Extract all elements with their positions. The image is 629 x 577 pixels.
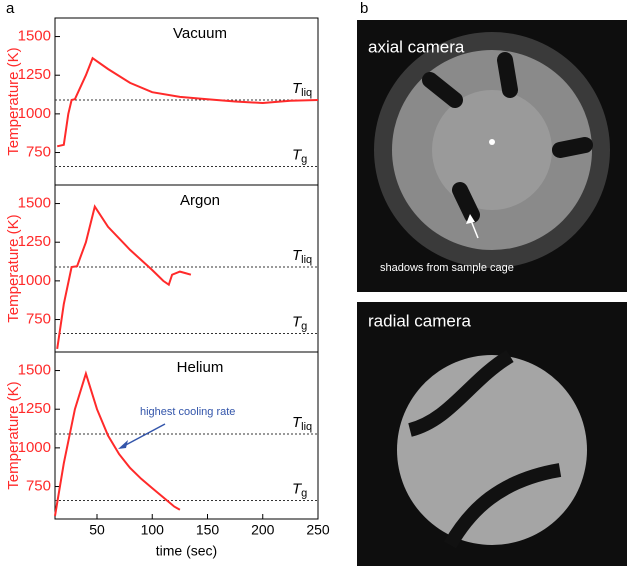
chart-title: Argon bbox=[180, 192, 220, 209]
reference-subscript: liq bbox=[301, 87, 312, 99]
reference-symbol: T bbox=[292, 414, 303, 431]
reference-symbol: T bbox=[292, 480, 303, 497]
line bbox=[56, 56, 319, 148]
y-axis-label: Temperature (K) bbox=[5, 47, 22, 155]
reference-symbol: T bbox=[292, 80, 303, 97]
chart-title: Helium bbox=[177, 359, 224, 376]
reference-symbol: T bbox=[292, 146, 303, 163]
x-tick-label: 100 bbox=[141, 522, 165, 538]
y-tick-label: 750 bbox=[26, 310, 51, 327]
panel-label: a bbox=[6, 0, 15, 17]
reference-subscript: liq bbox=[301, 254, 312, 266]
y-axis-label: Temperature (K) bbox=[5, 214, 22, 322]
line bbox=[56, 204, 192, 350]
y-tick-label: 1250 bbox=[18, 66, 51, 83]
annotation-arrowhead bbox=[118, 440, 128, 449]
line bbox=[54, 370, 181, 517]
reference-label: Tg bbox=[292, 313, 307, 332]
x-tick-label: 200 bbox=[251, 522, 275, 538]
annotation-arrow bbox=[121, 423, 166, 448]
plot-frame bbox=[54, 351, 319, 520]
y-axis-label: Temperature (K) bbox=[5, 381, 22, 489]
y-tick-label: 1000 bbox=[18, 105, 51, 122]
axial-image: axial camera shadows from sample cage bbox=[357, 20, 627, 292]
reference-label: Tliq bbox=[292, 414, 312, 433]
reference-label: Tliq bbox=[292, 80, 312, 99]
y-tick-label: 750 bbox=[26, 143, 51, 160]
annotation: highest cooling rate bbox=[140, 406, 235, 418]
y-tick-label: 1250 bbox=[18, 400, 51, 417]
y-tick-label: 1250 bbox=[18, 233, 51, 250]
reference-subscript: g bbox=[301, 487, 307, 499]
image-label: radial camera bbox=[368, 311, 472, 330]
reference-symbol: T bbox=[292, 313, 303, 330]
reference-symbol: T bbox=[292, 247, 303, 264]
y-tick-label: 1000 bbox=[18, 272, 51, 289]
x-axis-label: time (sec) bbox=[156, 543, 217, 559]
y-tick-label: 1500 bbox=[18, 195, 51, 212]
x-tick-label: 50 bbox=[89, 522, 105, 538]
image-label: axial camera bbox=[368, 37, 465, 56]
y-tick-label: 1500 bbox=[18, 28, 51, 45]
radial-image: radial camera bbox=[357, 302, 627, 566]
y-tick-label: 1500 bbox=[18, 362, 51, 379]
reference-label: Tg bbox=[292, 146, 307, 165]
panel-label: b bbox=[360, 0, 368, 17]
reference-subscript: g bbox=[301, 153, 307, 165]
reference-subscript: liq bbox=[301, 421, 312, 433]
chart-title: Vacuum bbox=[173, 25, 227, 42]
reference-label: Tg bbox=[292, 480, 307, 499]
image-annotation: shadows from sample cage bbox=[380, 262, 514, 274]
x-tick-label: 250 bbox=[306, 522, 330, 538]
y-tick-label: 750 bbox=[26, 477, 51, 494]
reference-label: Tliq bbox=[292, 247, 312, 266]
y-tick-label: 1000 bbox=[18, 439, 51, 456]
x-tick-label: 150 bbox=[196, 522, 220, 538]
reference-subscript: g bbox=[301, 320, 307, 332]
